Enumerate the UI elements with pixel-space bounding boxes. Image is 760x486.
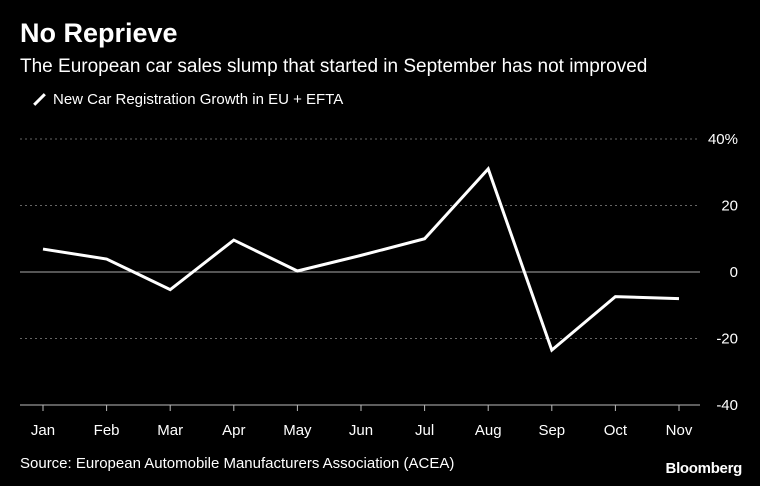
bloomberg-logo: Bloomberg xyxy=(665,460,743,477)
x-tick-label: Feb xyxy=(94,422,120,439)
source-note: Source: European Automobile Manufacturer… xyxy=(20,455,455,472)
x-tick-label: Aug xyxy=(475,422,502,439)
x-tick-label: May xyxy=(283,422,312,439)
x-tick-label: Sep xyxy=(538,422,565,439)
x-tick-label: Oct xyxy=(604,422,628,439)
x-tick-label: Jun xyxy=(349,422,373,439)
y-tick-label: -40 xyxy=(716,397,738,414)
x-tick-label: Jan xyxy=(31,422,55,439)
series-line xyxy=(42,166,680,353)
legend-label: New Car Registration Growth in EU + EFTA xyxy=(53,91,344,108)
x-tick-label: Apr xyxy=(222,422,245,439)
x-tick-label: Mar xyxy=(157,422,183,439)
y-tick-label: 40% xyxy=(708,131,738,148)
y-tick-label: 0 xyxy=(730,264,738,281)
chart-subtitle: The European car sales slump that starte… xyxy=(20,56,648,77)
chart-title: No Reprieve xyxy=(20,18,178,48)
y-tick-label: -20 xyxy=(716,331,738,348)
x-tick-label: Nov xyxy=(666,422,693,439)
y-tick-label: 20 xyxy=(721,198,738,215)
x-tick-label: Jul xyxy=(415,422,434,439)
legend: New Car Registration Growth in EU + EFTA xyxy=(32,91,343,108)
